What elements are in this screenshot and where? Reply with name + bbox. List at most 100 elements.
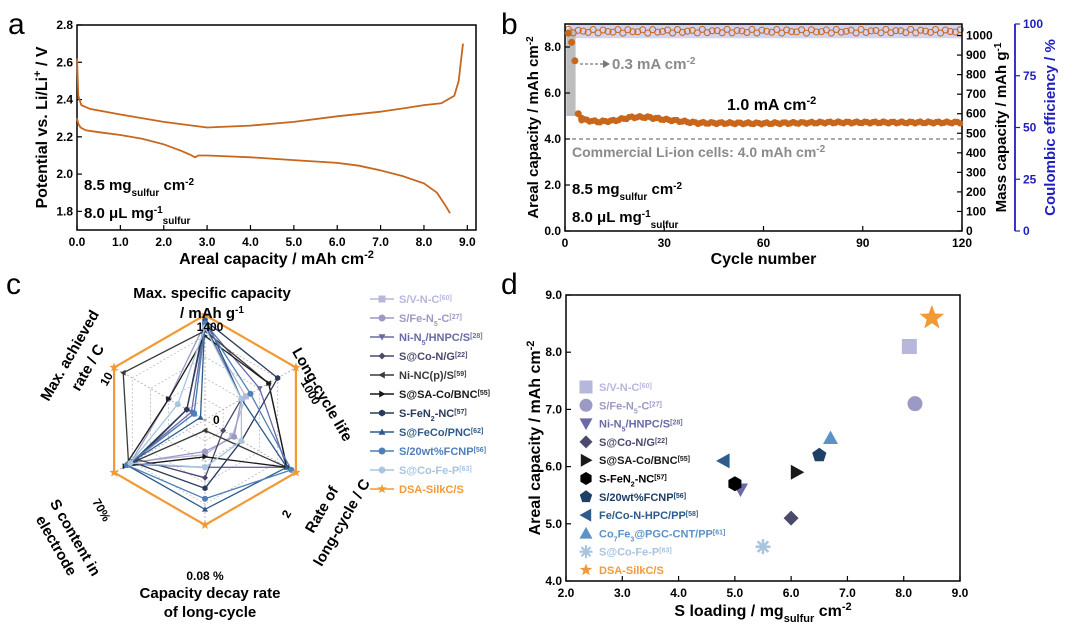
asterisk-stroke	[378, 466, 386, 474]
label-part: 1.8	[56, 204, 73, 218]
label-part: S/20wt%FCNP	[399, 446, 474, 458]
axis-title: of long-cycle	[164, 604, 257, 621]
legend-label: Ni-N5/HNPC/S[28]	[399, 332, 483, 347]
y-tick-label: 9.0	[545, 288, 562, 302]
label-part: 100	[1023, 17, 1043, 31]
label-part: S/Fe-N	[399, 313, 434, 325]
label-part: S-FeN	[599, 474, 631, 486]
asterisk-stroke	[238, 438, 245, 444]
discharge-curve	[76, 117, 451, 214]
label-part: -1	[993, 42, 1004, 51]
label-part: [55]	[678, 456, 690, 463]
asterisk-stroke	[174, 401, 181, 408]
label-part: Areal capacity / mAh cm	[179, 251, 364, 268]
label-part: Commercial Li-ion cells: 4.0 mAh cm	[572, 144, 816, 160]
radar-spoke	[204, 419, 297, 473]
label-part: 1.0	[112, 235, 129, 249]
label-part: Areal capacity / mAh cm	[525, 45, 542, 218]
x-tick-label: 5.0	[286, 235, 303, 249]
activation-shade	[566, 28, 576, 117]
x-tick-label: 3.0	[614, 586, 631, 600]
high-rate-label: 1.0 mA cm-2	[727, 95, 816, 114]
label-part: 7.0	[545, 402, 562, 416]
label-part: 0.08 %	[186, 569, 224, 583]
label-part: 25	[1023, 172, 1037, 186]
label-part: a	[8, 8, 25, 41]
capacity-point	[571, 57, 579, 65]
label-part: [60]	[639, 383, 651, 390]
legend-marker	[579, 418, 593, 431]
label-part: sulfur	[784, 613, 815, 625]
label-part: 2.4	[56, 93, 73, 107]
ce-marker	[827, 29, 835, 37]
label-part: -2	[686, 56, 695, 67]
legend-marker	[379, 409, 385, 417]
ce-marker	[683, 27, 691, 35]
capacity-point	[568, 38, 576, 46]
label-part: 5	[422, 340, 426, 347]
label-part: [56]	[674, 492, 686, 499]
ce-marker	[892, 27, 900, 35]
legend-marker	[579, 398, 593, 412]
label-part: 4.0	[544, 132, 561, 146]
radar-point	[202, 324, 208, 331]
radar-grid	[149, 356, 261, 484]
label-part: -2	[673, 181, 682, 192]
label-part: 2.0	[155, 235, 172, 249]
radar-point	[197, 414, 204, 420]
y-tick-label: 2.2	[56, 130, 73, 144]
label-part: Ni-N	[599, 419, 622, 431]
radar-point	[202, 495, 208, 502]
label-part: 9.0	[952, 586, 969, 600]
ce-marker	[584, 28, 592, 36]
label-part: 8.0	[416, 235, 433, 249]
label-part: 60	[757, 236, 771, 250]
label-part: DSA-SilkC/S	[599, 565, 664, 577]
label-part: 2.2	[56, 130, 73, 144]
y2-tick-label: 0	[966, 224, 973, 238]
label-part: 1000	[966, 29, 993, 43]
label-part: 3	[630, 536, 634, 543]
ce-marker	[852, 29, 860, 37]
legend-label: S/Fe-N5-C[27]	[599, 400, 662, 415]
radar-point	[166, 396, 172, 402]
legend-label: S@Co-N/G[22]	[399, 351, 467, 363]
label-part: @PGC-CNT/PP	[634, 528, 713, 540]
legend-label: S/20wt%FCNP[56]	[399, 446, 486, 458]
label-part: 4.0	[242, 235, 259, 249]
y-tick-label: 2.6	[56, 55, 73, 69]
y-tick-label: 2.4	[56, 93, 73, 107]
label-part: 2.6	[56, 55, 73, 69]
legend-label: S@SA-Co/BNC[55]	[599, 455, 690, 467]
y-tick-label: 8.0	[545, 345, 562, 359]
ce-marker	[629, 28, 637, 36]
ce-marker	[783, 26, 791, 34]
label-part: [28]	[670, 419, 682, 426]
ce-marker	[941, 26, 949, 34]
radar-spoke	[113, 419, 206, 473]
y-tick-label: 6.0	[544, 86, 561, 100]
ce-marker	[817, 28, 825, 36]
axis-max-label: 0.08 %	[186, 569, 224, 583]
label-part: [57]	[454, 409, 466, 416]
radar-center-label: 0	[213, 413, 220, 427]
label-part: -C	[438, 313, 450, 325]
x-tick-label: 0.0	[69, 235, 86, 249]
label-part: 600	[966, 107, 986, 121]
x-tick-label: 2.0	[558, 586, 575, 600]
label-part: 1400	[197, 320, 224, 334]
ce-marker	[574, 26, 582, 34]
ce-marker	[917, 26, 925, 34]
legend-label: S-FeN2-NC[57]	[599, 474, 667, 489]
y2-tick-label: 600	[966, 107, 986, 121]
legend-marker	[579, 490, 593, 503]
legend-marker	[378, 295, 386, 303]
x-tick-label: 5.0	[727, 586, 744, 600]
radar-point	[202, 464, 208, 471]
radar-point	[202, 485, 208, 492]
label-part: 900	[966, 48, 986, 62]
panel-a: 0.0 1.0 2.0 3.0 4.0 5.0 6.0 7.0 8.0 9.0 1.8 2.0 2.2 2…	[32, 18, 477, 268]
label-part: 9.0	[459, 235, 476, 249]
ce-marker	[778, 29, 786, 37]
data-point-square	[901, 338, 917, 354]
